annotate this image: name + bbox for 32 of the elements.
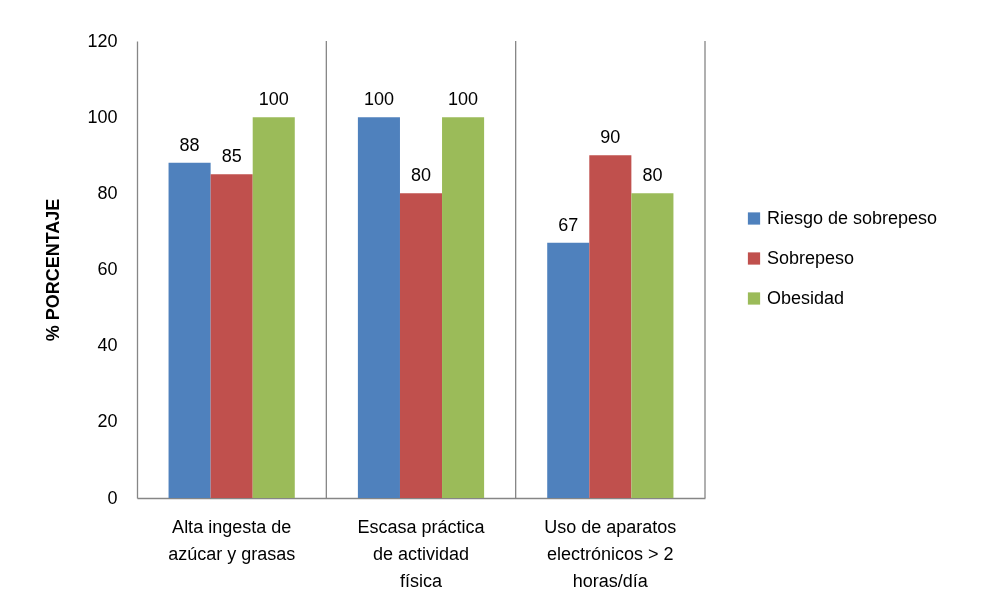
data-label: 80	[410, 165, 432, 186]
data-label: 100	[448, 89, 479, 110]
data-label: 80	[642, 165, 663, 186]
y-tick-label: 0	[107, 487, 118, 508]
y-tick-label: 120	[87, 30, 118, 51]
bar	[589, 155, 632, 498]
bar	[399, 193, 443, 498]
x-tick-label: Uso de aparatos electrónicos > 2 horas/día	[544, 516, 677, 591]
bar	[547, 242, 590, 498]
y-axis-title: % PORCENTAJE	[43, 198, 64, 342]
legend-label: Sobrepeso	[767, 247, 855, 268]
bar	[252, 117, 295, 498]
bar	[357, 117, 400, 498]
x-tick-label: Escasa práctica de actividad física	[357, 516, 486, 591]
y-tick-label: 40	[97, 335, 118, 356]
bar	[210, 174, 253, 498]
y-tick-label: 80	[97, 182, 118, 203]
legend-label: Riesgo de sobrepeso	[767, 207, 938, 228]
data-label: 67	[558, 214, 579, 235]
y-tick-label: 100	[87, 106, 118, 127]
data-label: 100	[258, 89, 289, 110]
data-label: 88	[179, 134, 200, 155]
data-label: 90	[600, 127, 621, 148]
bar	[168, 162, 211, 498]
x-tick-label: Alta ingesta de azúcar y grasas	[168, 516, 296, 564]
bar	[631, 193, 674, 498]
data-label: 85	[221, 146, 242, 167]
y-tick-label: 20	[97, 411, 118, 432]
y-tick-label: 60	[97, 259, 118, 279]
bar	[442, 117, 485, 498]
legend-label: Obesidad	[767, 287, 845, 308]
data-label: 100	[363, 89, 394, 110]
